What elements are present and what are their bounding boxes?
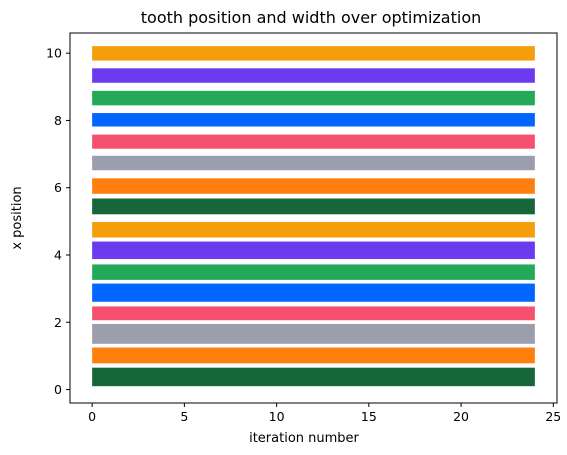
tooth-bar-11 — [92, 155, 535, 171]
plot-frame — [69, 32, 558, 404]
tooth-bar-6 — [92, 241, 535, 260]
x-tick-label: 10 — [269, 409, 285, 424]
bars-group — [92, 46, 535, 387]
tooth-bar-9 — [92, 178, 535, 194]
tooth-bar-14 — [92, 90, 535, 106]
y-tick-label: 6 — [54, 180, 62, 195]
tooth-bar-2 — [92, 323, 535, 344]
tooth-bar-16 — [92, 46, 535, 61]
tooth-bar-3 — [92, 306, 535, 321]
tooth-bar-0 — [92, 367, 535, 387]
x-axis: 0 5 10 15 20 25 — [88, 403, 561, 424]
y-tick-label: 10 — [46, 46, 62, 61]
x-axis-label: iteration number — [249, 431, 359, 446]
tooth-bar-8 — [92, 198, 535, 215]
tooth-bar-7 — [92, 222, 535, 238]
y-axis-label: x position — [10, 186, 25, 249]
y-tick-label: 8 — [54, 113, 62, 128]
tooth-bar-1 — [92, 347, 535, 364]
x-tick-label: 5 — [180, 409, 188, 424]
x-tick-label: 20 — [453, 409, 469, 424]
y-tick-label: 0 — [54, 382, 62, 397]
tooth-bar-5 — [92, 264, 535, 280]
y-tick-label: 4 — [54, 248, 62, 263]
chart-title: tooth position and width over optimizati… — [141, 8, 482, 27]
y-tick-label: 2 — [54, 315, 62, 330]
x-tick-label: 15 — [361, 409, 377, 424]
x-tick-label: 0 — [88, 409, 96, 424]
tooth-bar-13 — [92, 113, 535, 127]
tooth-bar-15 — [92, 68, 535, 83]
tooth-bar-4 — [92, 283, 535, 302]
y-axis: 0 2 4 6 8 10 — [46, 46, 70, 397]
tooth-bar-12 — [92, 134, 535, 149]
x-tick-label: 25 — [545, 409, 561, 424]
